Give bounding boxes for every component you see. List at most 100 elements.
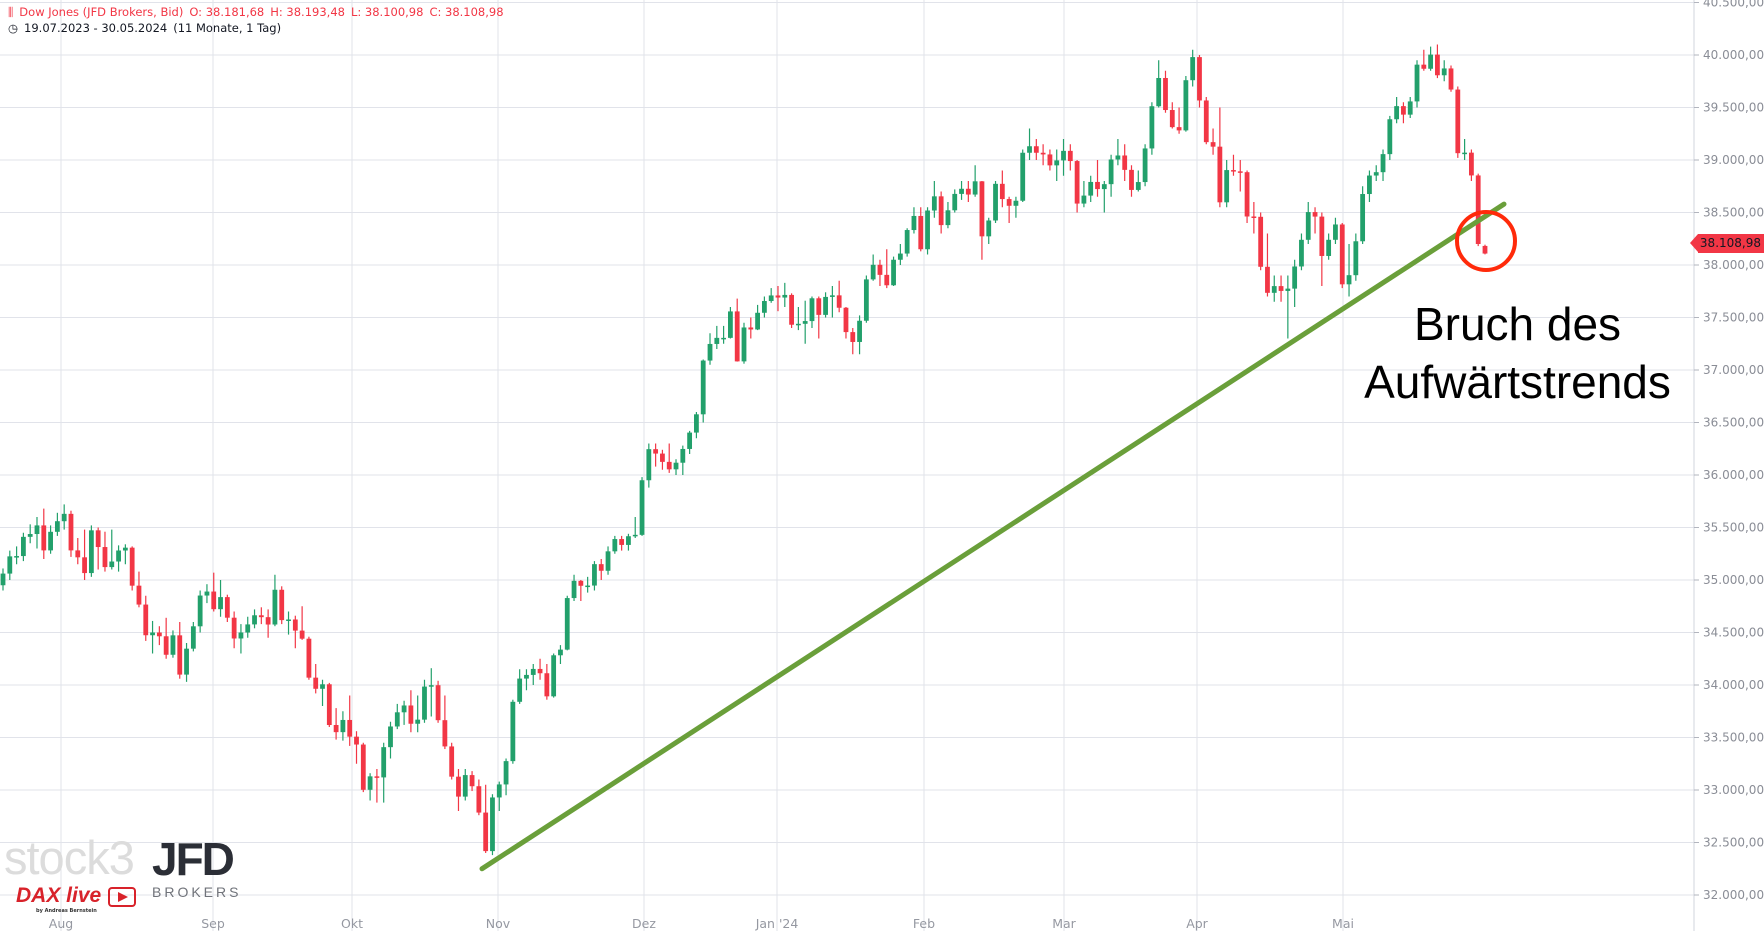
candle-body [1108, 159, 1114, 185]
candle-body [789, 294, 794, 325]
candle [1067, 144, 1073, 171]
candle [524, 669, 529, 691]
candle [102, 531, 108, 572]
candle-body [469, 775, 475, 787]
annotation-text: Bruch des Aufwärtstrends [1340, 295, 1695, 411]
candle [252, 609, 257, 629]
candle-body [1333, 224, 1338, 240]
candle [1142, 144, 1148, 187]
candle-body [408, 705, 414, 724]
candle-body [802, 321, 808, 324]
candle-body [1414, 64, 1420, 102]
candle [795, 307, 801, 331]
candle [0, 568, 6, 591]
candle [197, 590, 203, 633]
break-circle-annotation [1455, 210, 1517, 272]
candle [469, 771, 475, 792]
candle-body [156, 632, 162, 637]
candle [456, 769, 461, 811]
candle [88, 525, 94, 577]
candle-body [1149, 106, 1155, 149]
candle-body [1074, 161, 1080, 204]
candle-body [456, 776, 461, 797]
candle-body [721, 337, 727, 340]
candle-body [1394, 106, 1400, 120]
candle-body [333, 725, 339, 733]
candle [782, 282, 788, 307]
candle-body [965, 188, 971, 195]
candle-body [75, 550, 81, 558]
candle [748, 317, 754, 339]
candle [1421, 49, 1427, 71]
candle-body [1312, 212, 1318, 217]
candle-body [816, 298, 822, 315]
y-tick-label: 33.000,00 [1703, 783, 1764, 797]
candle-body [530, 668, 536, 675]
y-tick-label: 32.500,00 [1703, 836, 1764, 850]
candle [48, 525, 53, 554]
candle-body [1081, 195, 1087, 204]
candle-body [1047, 154, 1053, 166]
candle [1407, 97, 1413, 118]
candle-body [347, 719, 353, 737]
candle [238, 624, 244, 654]
candle-body [639, 480, 645, 535]
candle [1401, 102, 1406, 124]
candle [34, 517, 40, 549]
candle [1373, 165, 1379, 181]
x-tick-label: Apr [1186, 916, 1208, 931]
candle [1271, 275, 1277, 302]
candle-body [1190, 57, 1196, 81]
candle [660, 449, 665, 470]
candle-body [20, 536, 26, 557]
candle [829, 286, 835, 318]
candle-body [1278, 286, 1284, 291]
candle [768, 288, 774, 303]
candle-body [1462, 152, 1468, 155]
candle-body [1088, 181, 1094, 196]
candle-body [938, 196, 944, 226]
candle-body [666, 461, 672, 470]
candle [462, 769, 468, 801]
candle-body [1482, 245, 1488, 254]
candle [1020, 149, 1026, 202]
candle-body [272, 589, 278, 625]
candle-body [1244, 172, 1250, 217]
candle-body [41, 525, 47, 551]
candle-body [367, 776, 373, 790]
candle-body [129, 547, 135, 586]
candle [245, 616, 251, 638]
candle-body [1380, 154, 1386, 173]
x-axis: Aug Sep Okt Nov Dez Jan '24 Feb Mar Apr Mai [49, 916, 1354, 931]
candle-body [1435, 54, 1440, 76]
candle-body [897, 253, 903, 260]
candle-body [646, 449, 652, 481]
candle-body [755, 312, 760, 330]
candle-body [1455, 89, 1461, 154]
candle [789, 293, 794, 328]
candle [612, 535, 618, 554]
candle [1176, 107, 1182, 134]
candle-body [694, 414, 699, 433]
candle [1367, 170, 1372, 202]
candle [163, 617, 169, 659]
candle [843, 307, 849, 339]
candle-body [313, 677, 319, 689]
candle-body [592, 564, 597, 586]
candle [503, 758, 509, 796]
candle [333, 708, 339, 740]
candle-body [442, 720, 448, 747]
candle [918, 207, 924, 252]
candle [734, 298, 740, 362]
candle [204, 584, 210, 604]
candle [1285, 275, 1291, 339]
candle [1455, 86, 1461, 158]
candle [190, 622, 196, 652]
candle-body [843, 307, 849, 333]
candle [721, 325, 727, 344]
candle [170, 630, 176, 658]
y-tick-label: 39.000,00 [1703, 153, 1764, 167]
x-tick-label: Mar [1052, 916, 1076, 931]
candle [537, 658, 543, 680]
